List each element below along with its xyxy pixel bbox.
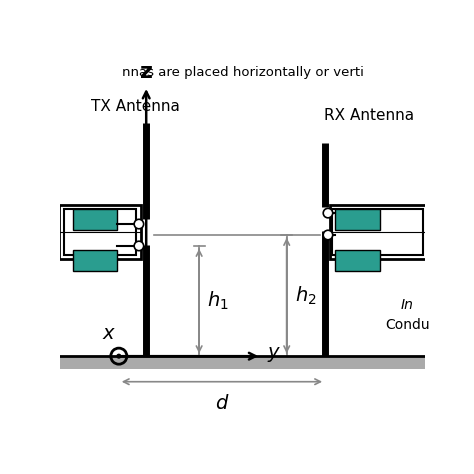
Text: RX Antenna: RX Antenna [324, 108, 414, 123]
Bar [73, 250, 117, 272]
Circle shape [323, 230, 333, 240]
Text: Condu: Condu [385, 318, 429, 332]
Bar [330, 205, 427, 259]
Bar [332, 209, 423, 255]
Text: TX Antenna: TX Antenna [91, 99, 180, 114]
Circle shape [323, 209, 333, 218]
Text: $x$: $x$ [101, 324, 116, 343]
Text: In: In [401, 298, 414, 312]
Bar [335, 210, 380, 230]
Bar [73, 210, 117, 230]
Text: nnas are placed horizontally or verti: nnas are placed horizontally or verti [122, 66, 364, 79]
Text: $y$: $y$ [267, 345, 281, 364]
Text: $h_2$: $h_2$ [295, 284, 316, 307]
Text: $d$: $d$ [215, 394, 229, 413]
Bar [61, 356, 425, 369]
Text: $\mathbf{z}$: $\mathbf{z}$ [139, 63, 153, 82]
Bar [335, 250, 380, 272]
Circle shape [134, 241, 144, 251]
Bar [59, 205, 141, 259]
Circle shape [134, 219, 144, 229]
Circle shape [116, 354, 121, 359]
Bar [64, 209, 136, 255]
Text: $h_1$: $h_1$ [207, 290, 229, 312]
